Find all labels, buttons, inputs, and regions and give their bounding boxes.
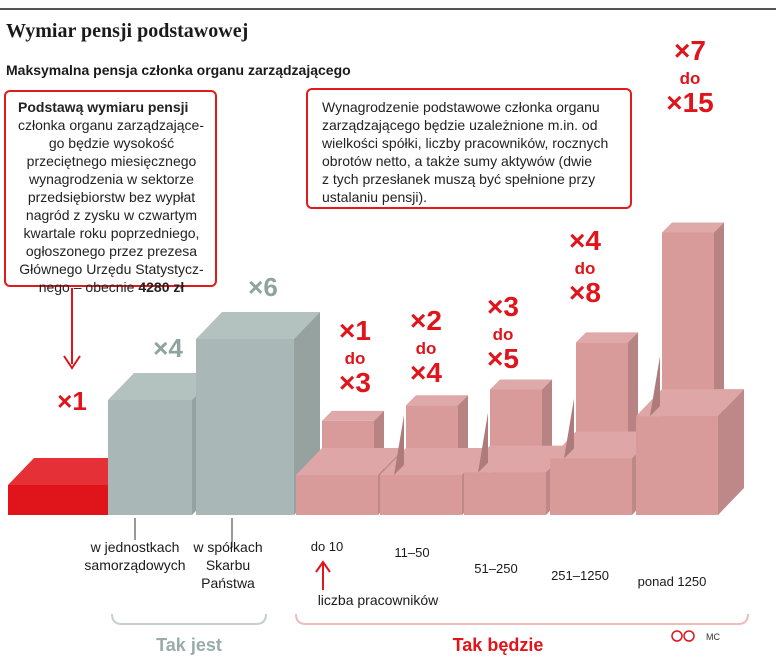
category-label: 51–250 [474, 561, 517, 576]
bar-base-front [8, 485, 112, 515]
info-left-line: wynagrodzenia w sektorze [29, 171, 194, 187]
label-planned-min: ×7 [674, 35, 706, 66]
bar-planned-front-front [550, 458, 632, 515]
label-planned-sep: do [680, 69, 701, 88]
info-box-right: Wynagrodzenie podstawowe członka organu … [306, 88, 632, 209]
category-label: w jednostkach [90, 539, 180, 555]
info-left-line: kwartale roku poprzedniego, [23, 225, 200, 241]
label-planned-min: ×3 [487, 291, 519, 322]
info-left-text: nego – obecnie [38, 279, 135, 295]
axis-note: liczba pracowników [318, 592, 439, 608]
info-right-line: wielkości spółki, liczby pracowników, ro… [322, 135, 609, 151]
label-planned-sep: do [345, 349, 366, 368]
info-right-line: Wynagrodzenie podstawowe członka organu [322, 99, 600, 115]
bar-current-front [108, 400, 192, 515]
bracket-planned [295, 613, 749, 625]
info-left-line: Podstawą wymiaru pensji [18, 99, 189, 115]
label-planned-min: ×4 [569, 225, 601, 256]
bar-planned-notch [394, 415, 404, 475]
top-rule [0, 8, 776, 10]
bar-planned-front-front [636, 416, 718, 515]
chart-subtitle: Maksymalna pensja członka organu zarządz… [6, 62, 351, 78]
bar-planned-front-top [464, 445, 572, 473]
label-planned-min: ×1 [339, 315, 371, 346]
info-right-line: z tych przesłanek muszą być spełnione pr… [322, 171, 596, 187]
info-right-line: obrotów netto, a także sumy aktywów (dwi… [322, 153, 593, 169]
bar-planned-front-top [550, 431, 658, 459]
category-label: samorządowych [84, 557, 185, 573]
bar-planned-notch [564, 398, 574, 459]
bar-planned-front-front [380, 475, 462, 515]
bar-planned-front-front [464, 472, 546, 515]
info-left-line: go będzie wysokość [48, 135, 175, 151]
category-label: do 10 [311, 539, 344, 554]
category-label: 11–50 [394, 545, 429, 560]
info-right-line: zarządzającego będzie uzależnione m.in. … [322, 117, 598, 133]
bar-planned-front-top [296, 448, 404, 475]
bar-planned-back-top [322, 410, 384, 421]
info-left-line: ogłoszonego przez prezesa [25, 243, 198, 259]
note-arrow-head [315, 560, 331, 573]
bar-current-top [108, 373, 218, 400]
label-planned-max: ×3 [339, 367, 371, 398]
bar-current-top [196, 312, 320, 339]
bar-planned-notch [478, 412, 488, 473]
label-planned-sep: do [416, 339, 437, 358]
bar-planned-front-top [380, 448, 488, 475]
label-base: ×1 [57, 386, 87, 416]
arrow-head [63, 355, 81, 370]
bar-planned-front-side [718, 389, 744, 515]
credit-icon [671, 630, 683, 642]
credit-icon [683, 630, 695, 642]
bracket-current [111, 613, 267, 625]
credit-text: MC [706, 632, 720, 642]
category-label: ponad 1250 [638, 574, 707, 589]
label-planned-max: ×4 [410, 357, 442, 388]
label-current: ×6 [248, 272, 278, 302]
info-left-line: przedsiębiorstw bez wypłat [27, 189, 196, 205]
bar-planned-back-top [490, 379, 552, 390]
info-left-line: nagród z zysku w czwartym [25, 207, 198, 223]
bar-planned-back-top [662, 222, 724, 233]
bar-planned-notch [650, 356, 660, 417]
category-label: 251–1250 [551, 568, 609, 583]
info-left-line: przeciętnego miesięcznego [26, 153, 197, 169]
chart-title: Wymiar pensji podstawowej [6, 20, 249, 42]
label-planned-sep: do [575, 259, 596, 278]
info-left-line: członka organu zarządzające- [18, 117, 204, 133]
bar-planned-front-top [636, 389, 744, 417]
info-box-left: Podstawą wymiaru pensji członka organu z… [4, 90, 217, 295]
bar-planned-back-top [406, 395, 468, 406]
label-planned-max: ×15 [666, 87, 714, 118]
bar-planned-back-top [576, 332, 638, 343]
info-right-line: ustalaniu pensji). [322, 189, 428, 205]
label-planned-sep: do [493, 325, 514, 344]
category-label: w spółkach [192, 539, 262, 555]
info-left-line-last: nego – obecnie 4280 zł [18, 278, 205, 296]
bar-current-front [196, 339, 294, 515]
category-label: Państwa [201, 575, 255, 591]
label-planned-max: ×8 [569, 277, 601, 308]
label-current: ×4 [153, 333, 183, 363]
label-planned-min: ×2 [410, 305, 442, 336]
group-label-current: Tak jest [156, 635, 222, 655]
category-label: Skarbu [206, 557, 250, 573]
info-left-line: Głównego Urzędu Statystycz- [19, 261, 204, 277]
bar-base-top [8, 458, 138, 485]
bar-planned-front-front [296, 475, 378, 515]
label-planned-max: ×5 [487, 343, 519, 374]
group-label-planned: Tak będzie [453, 635, 544, 655]
info-left-amount: 4280 zł [138, 279, 185, 295]
